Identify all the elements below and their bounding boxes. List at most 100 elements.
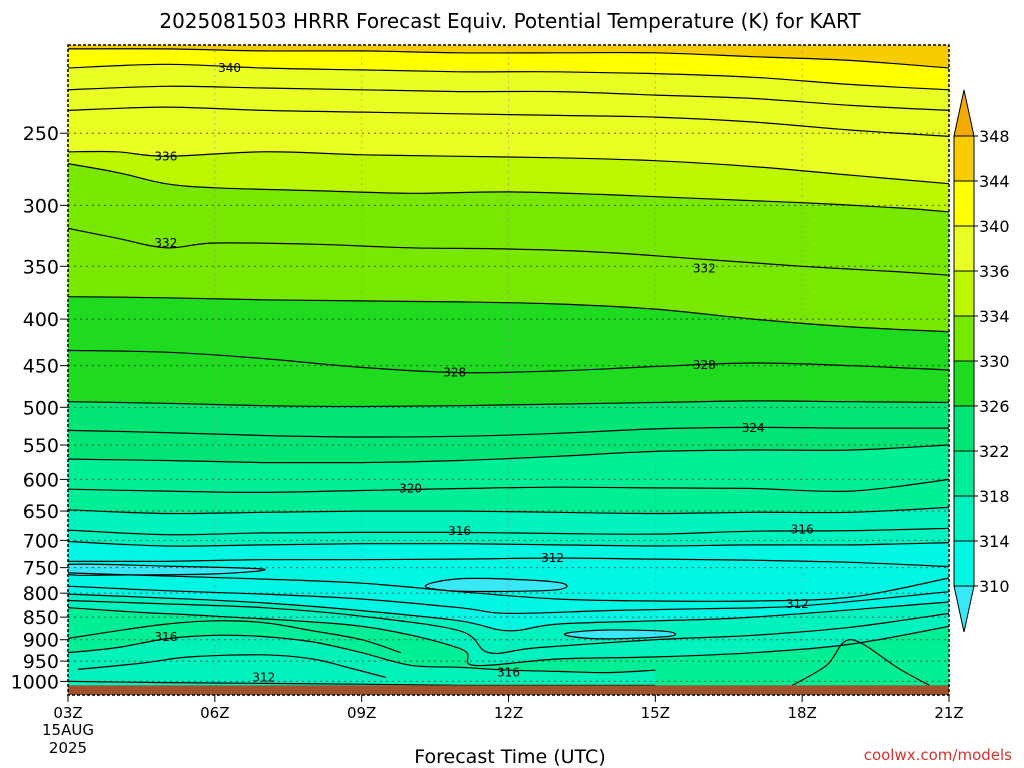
date-line-2: 2025	[49, 739, 87, 757]
y-tick-label: 700	[23, 530, 59, 552]
contour-314-28	[68, 680, 656, 686]
colorbar-extend-high	[953, 89, 975, 137]
colorbar-swatch	[953, 135, 975, 182]
colorbar-tick-label: 344	[979, 172, 1010, 191]
contour-330-7	[68, 296, 949, 333]
colorbar-swatch	[953, 450, 975, 497]
contour-322-11	[68, 444, 949, 464]
colorbar-tick-label: 330	[979, 352, 1010, 371]
contour-label: 312	[541, 551, 564, 565]
contour-338-3	[68, 106, 949, 137]
fill-cell-310-2	[564, 629, 676, 639]
colorbar-tick-label: 336	[979, 262, 1010, 281]
x-tick-label: 21Z	[934, 704, 963, 722]
y-tick-label: 650	[23, 501, 59, 523]
x-tick-label: 12Z	[494, 704, 523, 722]
contour-316-26	[68, 634, 656, 674]
contour-334-5	[68, 163, 949, 213]
gridlines	[68, 45, 949, 695]
contour-label: 316	[154, 630, 177, 644]
x-tick-label: 15Z	[641, 704, 670, 722]
contour-314-15	[68, 540, 949, 547]
contour-label: 312	[786, 597, 809, 611]
y-tick-label: 750	[23, 558, 59, 580]
contour-324-10	[68, 426, 949, 438]
contour-label: 328	[693, 358, 716, 372]
colorbar-tick-label: 318	[979, 487, 1010, 506]
contour-label: 332	[693, 262, 716, 276]
contour-318-23	[68, 599, 949, 654]
date-line-1: 15AUG	[42, 721, 94, 739]
x-tick-label: 18Z	[787, 704, 816, 722]
x-tick-label: 03Z	[53, 704, 82, 722]
colorbar-swatch	[953, 315, 975, 362]
contour-label: 324	[742, 421, 765, 435]
y-tick-label: 950	[23, 651, 59, 673]
contour-label: 312	[252, 670, 275, 684]
contour-label: 316	[791, 522, 814, 536]
colorbar-tick-label: 340	[979, 217, 1010, 236]
contour-340-2	[68, 85, 949, 111]
colorbar-tick-label: 314	[979, 532, 1010, 551]
y-tick-label: 600	[23, 469, 59, 491]
contour-318-29	[792, 639, 930, 686]
contour-316-22	[68, 593, 949, 632]
y-tick-label: 550	[23, 435, 59, 457]
y-tick-label: 400	[23, 309, 59, 331]
contour-310-19	[563, 629, 677, 640]
colorbar-tick-label: 310	[979, 577, 1010, 596]
contour-318-13	[68, 506, 949, 515]
chart-title: 2025081503 HRRR Forecast Equiv. Potentia…	[159, 9, 861, 33]
y-tick-label: 1000	[11, 671, 59, 693]
contour-312-20	[68, 572, 949, 602]
fill-cell-310-1	[425, 578, 568, 592]
y-axis: 2503003504004505005506006507007508008509…	[11, 123, 68, 693]
x-axis: 03Z 06Z 09Z 12Z 15Z 18Z 21Z	[53, 695, 964, 722]
y-tick-label: 300	[23, 195, 59, 217]
y-tick-label: 350	[23, 256, 59, 278]
y-tick-label: 900	[23, 630, 59, 652]
colorbar-swatch	[953, 495, 975, 542]
contour-312-16	[68, 557, 949, 568]
contour-314-21	[68, 585, 949, 615]
colorbar: 310 314 318 322 326 330 334 336 340 344 348	[953, 89, 1010, 633]
colorbar-tick-label: 326	[979, 397, 1010, 416]
colorbar-extend-low	[953, 585, 975, 633]
contour-label: 340	[218, 61, 241, 75]
contour-332-6	[68, 227, 949, 276]
contour-314-27	[77, 654, 387, 678]
fill-patch-318-4	[792, 639, 930, 695]
contour-336-4	[68, 150, 949, 185]
contour-340-1	[68, 63, 949, 91]
contour-326-9	[68, 400, 949, 408]
colorbar-swatch	[953, 360, 975, 407]
plot-area: 340 336 332 332 328 328 324 320 316 316 312 312 316 3…	[67, 44, 950, 696]
colorbar-swatch	[953, 405, 975, 452]
contour-labels: 340 336 332 332 328 328 324 320 316 316 312 312 316 3…	[154, 61, 813, 684]
x-axis-label: Forecast Time (UTC)	[414, 746, 605, 768]
y-tick-label: 250	[23, 123, 59, 145]
colorbar-tick-label: 334	[979, 307, 1010, 326]
x-tick-label: 09Z	[347, 704, 376, 722]
colorbar-swatch	[953, 225, 975, 272]
contour-lines	[68, 48, 949, 686]
contour-342-0	[68, 48, 949, 69]
contour-328-8	[68, 349, 949, 374]
colorbar-swatch	[953, 540, 975, 587]
fill-cell-310-0	[68, 564, 266, 576]
colorbar-swatch	[953, 180, 975, 227]
contour-label: 328	[443, 366, 466, 380]
colorbar-tick-label: 348	[979, 127, 1010, 146]
colorbar-swatch	[953, 270, 975, 317]
contour-label: 336	[154, 149, 177, 163]
y-tick-label: 500	[23, 397, 59, 419]
contour-320-12	[68, 478, 949, 494]
colorbar-tick-label: 322	[979, 442, 1010, 461]
contour-label: 332	[154, 236, 177, 250]
contour-320-24	[68, 607, 949, 667]
x-tick-label: 06Z	[200, 704, 229, 722]
contour-316-14	[68, 527, 949, 536]
watermark: coolwx.com/models	[864, 746, 1012, 764]
contour-label: 320	[399, 482, 422, 496]
